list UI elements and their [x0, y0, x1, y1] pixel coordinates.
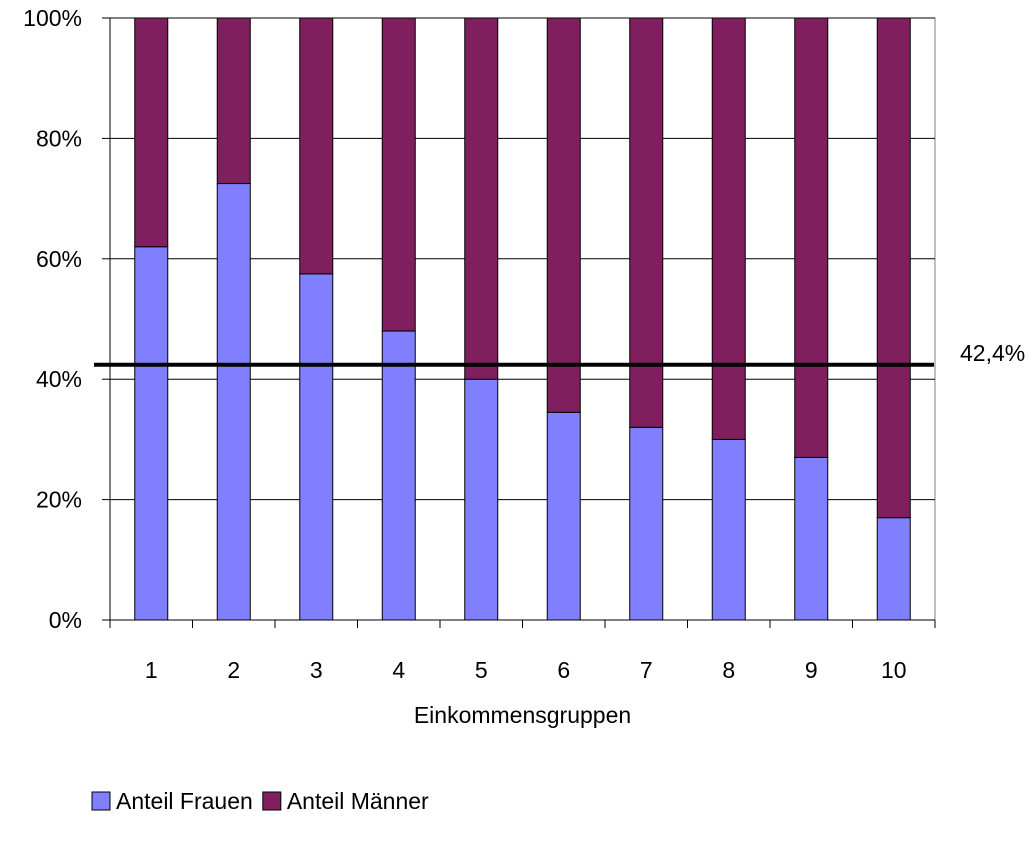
bar-maenner-6: [546, 17, 581, 413]
bar-maenner-10: [876, 17, 911, 519]
legend-label-frauen: Anteil Frauen: [116, 788, 253, 814]
bar-frauen-10: [876, 517, 911, 621]
bar-frauen-7: [629, 426, 664, 621]
x-tick-label: 9: [805, 657, 818, 683]
bar-maenner-4: [381, 17, 416, 332]
x-tick-label: 10: [881, 657, 907, 683]
x-tick-label: 3: [310, 657, 323, 683]
y-tick-label: 20%: [36, 487, 82, 513]
bar-frauen-3: [299, 273, 334, 621]
bar-frauen-8: [711, 438, 746, 621]
x-tick-label: 5: [475, 657, 488, 683]
bar-maenner-5: [464, 17, 499, 380]
bar-frauen-9: [794, 456, 829, 621]
bar-maenner-3: [299, 17, 334, 275]
legend-swatch-frauen: [91, 791, 111, 811]
x-tick-label: 4: [392, 657, 405, 683]
reference-line-label: 42,4%: [960, 340, 1025, 366]
bar-maenner-9: [794, 17, 829, 458]
y-tick-label: 40%: [36, 366, 82, 392]
legend-label-maenner: Anteil Männer: [287, 788, 429, 814]
bar-frauen-4: [381, 330, 416, 621]
x-tick-label: 6: [557, 657, 570, 683]
x-tick-label: 8: [722, 657, 735, 683]
bar-frauen-6: [546, 411, 581, 621]
bar-frauen-1: [134, 246, 169, 621]
x-tick-label: 7: [640, 657, 653, 683]
bar-frauen-5: [464, 378, 499, 621]
bar-maenner-2: [216, 17, 251, 185]
bar-maenner-1: [134, 17, 169, 248]
y-tick-label: 100%: [23, 5, 82, 31]
axes: [102, 17, 936, 628]
y-tick-label: 80%: [36, 125, 82, 151]
x-axis-title: Einkommensgruppen: [414, 702, 631, 728]
legend-swatch-maenner: [262, 791, 282, 811]
bar-maenner-8: [711, 17, 746, 440]
x-tick-label: 2: [227, 657, 240, 683]
bar-frauen-2: [216, 183, 251, 621]
x-tick-label: 1: [145, 657, 158, 683]
x-tick-labels: 1 2 3 4 5 6 7 8 9 10: [145, 657, 907, 683]
y-tick-label: 60%: [36, 246, 82, 272]
legend: Anteil Frauen Anteil Männer: [91, 788, 429, 814]
y-tick-labels: 0% 20% 40% 60% 80% 100%: [23, 5, 82, 633]
bars: [134, 17, 911, 621]
y-tick-label: 0%: [49, 607, 82, 633]
bar-maenner-7: [629, 17, 664, 428]
